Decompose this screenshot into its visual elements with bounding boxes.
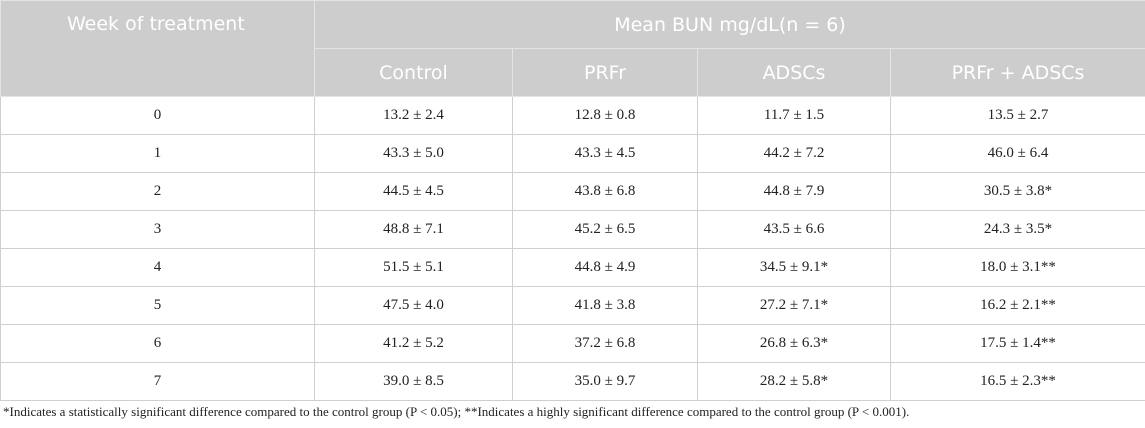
table-cell: 44.2 ± 7.2 <box>697 134 891 173</box>
table-cell: 44.8 ± 4.9 <box>512 248 698 287</box>
table-cell: 24.3 ± 3.5* <box>889 210 1145 249</box>
table-cell: 27.2 ± 7.1* <box>697 286 891 325</box>
table-row: 0 13.2 ± 2.4 12.8 ± 0.8 11.7 ± 1.5 13.5 ± 2.… <box>0 96 1145 135</box>
table-cell: 13.5 ± 2.7 <box>889 96 1145 135</box>
header-cell: Control <box>314 48 513 97</box>
table-cell: 46.0 ± 6.4 <box>889 134 1145 173</box>
table-cell: 3 <box>0 210 315 249</box>
table-cell: 13.2 ± 2.4 <box>314 96 513 135</box>
table-cell: 7 <box>0 362 315 401</box>
footnote: *Indicates a statistically significant d… <box>3 404 910 419</box>
table-cell: 18.0 ± 3.1** <box>889 248 1145 287</box>
table-cell: 26.8 ± 6.3* <box>697 324 891 363</box>
table-cell: 16.5 ± 2.3** <box>889 362 1145 401</box>
table-cell: 44.5 ± 4.5 <box>314 172 513 211</box>
table-cell: 37.2 ± 6.8 <box>512 324 698 363</box>
data-table: Week of treatment Mean BUN mg/dL(n = 6) … <box>0 0 1145 401</box>
table-row: 2 44.5 ± 4.5 43.8 ± 6.8 44.8 ± 7.9 30.5 ± 3.… <box>0 172 1145 211</box>
header-cell: PRFr <box>512 48 698 97</box>
table-cell: 45.2 ± 6.5 <box>512 210 698 249</box>
table-cell: 43.8 ± 6.8 <box>512 172 698 211</box>
header-cell: PRFr + ADSCs <box>889 48 1145 97</box>
table-cell: 28.2 ± 5.8* <box>697 362 891 401</box>
table-cell: 6 <box>0 324 315 363</box>
table-cell: 16.2 ± 2.1** <box>889 286 1145 325</box>
table-cell: 44.8 ± 7.9 <box>697 172 891 211</box>
table-cell: 48.8 ± 7.1 <box>314 210 513 249</box>
header-cell: Week of treatment <box>0 0 315 97</box>
table-cell: 43.3 ± 4.5 <box>512 134 698 173</box>
table-cell: 12.8 ± 0.8 <box>512 96 698 135</box>
table-cell: 30.5 ± 3.8* <box>889 172 1145 211</box>
table-row: 5 47.5 ± 4.0 41.8 ± 3.8 27.2 ± 7.1* 16.2 ± 2… <box>0 286 1145 325</box>
table-cell: 17.5 ± 1.4** <box>889 324 1145 363</box>
table-cell: 41.2 ± 5.2 <box>314 324 513 363</box>
table-row: 7 39.0 ± 8.5 35.0 ± 9.7 28.2 ± 5.8* 16.5 ± 2… <box>0 362 1145 401</box>
table-cell: 0 <box>0 96 315 135</box>
table-cell: 2 <box>0 172 315 211</box>
table-cell: 4 <box>0 248 315 287</box>
table-cell: 34.5 ± 9.1* <box>697 248 891 287</box>
table-cell: 35.0 ± 9.7 <box>512 362 698 401</box>
table-cell: 43.5 ± 6.6 <box>697 210 891 249</box>
table-cell: 41.8 ± 3.8 <box>512 286 698 325</box>
table-cell: 51.5 ± 5.1 <box>314 248 513 287</box>
table-cell: 47.5 ± 4.0 <box>314 286 513 325</box>
header-cell: Mean BUN mg/dL(n = 6) <box>313 0 1145 49</box>
table-row: 1 43.3 ± 5.0 43.3 ± 4.5 44.2 ± 7.2 46.0 ± 6.… <box>0 134 1145 173</box>
table-cell: 1 <box>0 134 315 173</box>
table-row: 3 48.8 ± 7.1 45.2 ± 6.5 43.5 ± 6.6 24.3 ± 3.… <box>0 210 1145 249</box>
table-cell: 5 <box>0 286 315 325</box>
header-cell: ADSCs <box>697 48 891 97</box>
table-row: 6 41.2 ± 5.2 37.2 ± 6.8 26.8 ± 6.3* 17.5 ± 1… <box>0 324 1145 363</box>
table-cell: 43.3 ± 5.0 <box>314 134 513 173</box>
table-cell: 11.7 ± 1.5 <box>697 96 891 135</box>
table-row: 4 51.5 ± 5.1 44.8 ± 4.9 34.5 ± 9.1* 18.0 ± 3… <box>0 248 1145 287</box>
table-cell: 39.0 ± 8.5 <box>314 362 513 401</box>
